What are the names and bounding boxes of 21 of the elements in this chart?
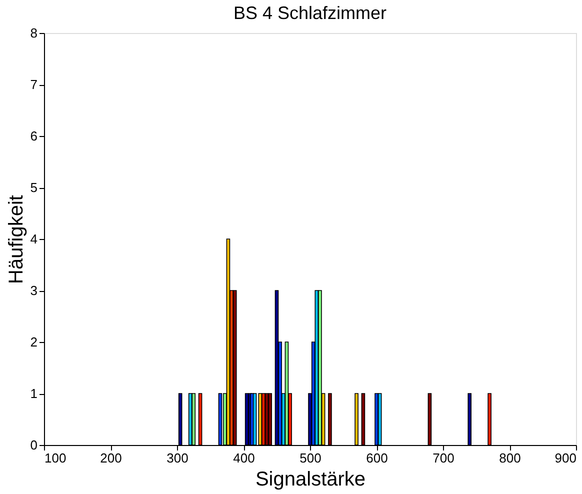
y-tick-label: 0 [30,438,38,452]
y-tick-label: 5 [30,180,38,195]
x-tick-label: 400 [233,450,255,466]
x-tick-label: 600 [366,450,388,466]
x-tick-label: 100 [44,450,66,466]
x-tick-label: 200 [100,450,122,466]
x-tick-label: 500 [300,450,322,466]
chart-title: BS 4 Schlafzimmer [233,3,387,23]
y-tick-label: 8 [30,26,38,40]
y-tick-label: 7 [30,77,38,92]
x-axis-title: Signalstärke [255,468,366,490]
y-tick-label: 1 [30,386,38,401]
y-tick-label: 2 [30,334,38,350]
y-tick-label: 3 [30,283,38,298]
y-tick-label: 4 [30,232,38,246]
x-tick-label: 700 [432,450,454,466]
x-tick-label: 900 [554,450,576,466]
x-tick-label: 800 [499,450,521,466]
x-tick-label: 300 [166,450,188,466]
y-axis-title: Häufigkeit [5,194,28,284]
y-tick-label: 6 [30,128,38,144]
